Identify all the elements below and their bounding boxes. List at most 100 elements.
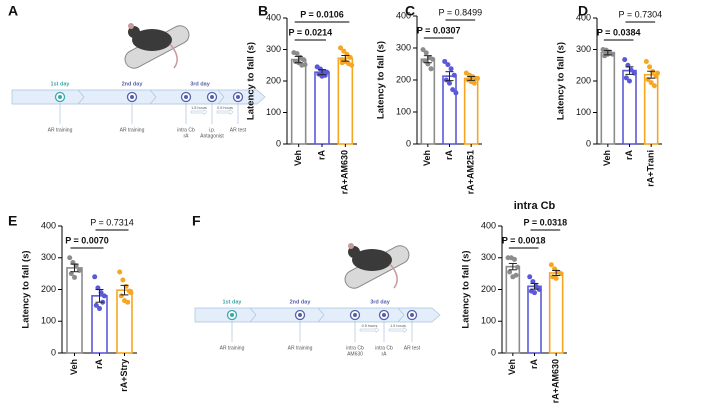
data-point <box>72 274 77 280</box>
data-point <box>648 80 654 86</box>
data-point <box>125 299 131 305</box>
data-point <box>622 57 628 63</box>
timeline-chevron <box>397 307 405 323</box>
data-point <box>420 47 426 53</box>
data-point <box>423 50 429 56</box>
data-point <box>93 302 99 308</box>
p-value: P = 0.0318 <box>524 217 568 227</box>
y-tick-label: 100 <box>266 107 281 117</box>
x-tick-label: Veh <box>602 150 612 166</box>
timeline-node-dot <box>130 95 134 99</box>
y-tick-label: 400 <box>41 220 56 230</box>
event-label: AR training <box>48 127 73 133</box>
y-tick-label: 400 <box>576 12 591 22</box>
interval-label: 0.5 hours <box>362 324 378 328</box>
bar <box>600 51 616 145</box>
data-point <box>451 72 457 78</box>
data-point <box>430 56 436 62</box>
y-tick-label: 0 <box>586 138 591 148</box>
timeline-node-dot <box>230 313 234 317</box>
error-bar <box>318 69 326 76</box>
timeline-band <box>194 307 441 323</box>
y-tick-label: 300 <box>576 44 591 54</box>
day-label: 1st day <box>223 299 243 305</box>
bar <box>505 265 521 354</box>
interval-label: 1.5 hours <box>191 106 207 110</box>
y-axis-label: Latency to fall (s) <box>376 41 387 119</box>
bar <box>548 272 564 354</box>
y-tick-label: 100 <box>396 106 411 116</box>
y-axis-label: Latency to fall (s) <box>246 42 257 120</box>
y-tick-label: 0 <box>406 138 411 148</box>
interval-label: 0.5 hours <box>217 106 233 110</box>
data-point <box>643 58 649 64</box>
y-tick-label: 0 <box>276 138 281 148</box>
y-tick-label: 200 <box>481 284 496 294</box>
data-point <box>443 77 449 83</box>
timeline-node-dot <box>184 95 188 99</box>
panel-letter: B <box>258 3 268 19</box>
panel-letter: D <box>578 3 588 19</box>
interval-arrow <box>388 326 408 334</box>
data-point <box>527 274 533 280</box>
y-tick-label: 200 <box>396 74 411 84</box>
event-label: AR training <box>220 345 245 351</box>
error-bar <box>95 289 104 303</box>
data-point <box>300 57 306 63</box>
bar <box>66 267 83 354</box>
y-axis-label: Latency to fall (s) <box>556 42 567 120</box>
bar <box>290 58 307 145</box>
timeline-node-dot <box>298 313 302 317</box>
y-tick-label: 400 <box>396 10 411 20</box>
event-label: AR training <box>120 127 145 133</box>
data-point <box>117 269 123 275</box>
timeline-chevron <box>317 307 325 323</box>
bar <box>337 57 354 145</box>
error-bar <box>530 282 539 290</box>
data-point <box>67 255 73 261</box>
y-tick-label: 200 <box>576 75 591 85</box>
mouse-illustration-a <box>124 23 190 69</box>
p-value: P = 0.0106 <box>300 9 344 19</box>
data-point <box>532 290 537 296</box>
x-tick-label: rA <box>529 359 539 370</box>
x-tick-label: Veh <box>507 359 517 375</box>
p-value: P = 0.8499 <box>439 7 483 17</box>
p-value: P = 0.0307 <box>417 25 461 35</box>
timeline-band <box>11 89 266 105</box>
timeline-node-dot <box>210 95 214 99</box>
x-tick-label: Veh <box>69 359 79 375</box>
error-bar <box>294 55 303 64</box>
x-tick-label: rA <box>444 150 454 161</box>
timeline-chevron <box>77 89 85 105</box>
event-label: intra Cb <box>346 345 364 351</box>
data-point <box>128 290 134 296</box>
data-point <box>322 72 328 78</box>
timeline-chevron <box>217 89 225 105</box>
x-tick-label: rA <box>94 359 104 370</box>
event-label: intra Cb <box>177 127 195 133</box>
panel-letter: F <box>192 213 201 229</box>
y-tick-label: 100 <box>481 316 496 326</box>
interval-arrow <box>359 326 380 334</box>
data-point <box>445 62 451 68</box>
y-tick-label: 300 <box>481 252 496 262</box>
x-tick-label: rA <box>316 150 326 161</box>
data-point <box>347 54 353 60</box>
data-point <box>651 83 657 89</box>
event-label: rA <box>382 351 388 357</box>
data-point <box>338 45 344 51</box>
event-label: i.p. <box>209 127 216 133</box>
x-tick-label: rA+AM630 <box>340 150 350 194</box>
error-bar <box>625 66 634 75</box>
data-point <box>422 58 428 64</box>
data-point <box>101 293 107 299</box>
x-tick-label: rA+AM630 <box>551 359 561 403</box>
data-point <box>448 66 454 72</box>
data-point <box>558 271 564 277</box>
day-label: 2nd day <box>122 81 144 87</box>
data-point <box>92 274 98 280</box>
error-bar <box>120 284 129 296</box>
y-tick-label: 400 <box>266 12 281 22</box>
